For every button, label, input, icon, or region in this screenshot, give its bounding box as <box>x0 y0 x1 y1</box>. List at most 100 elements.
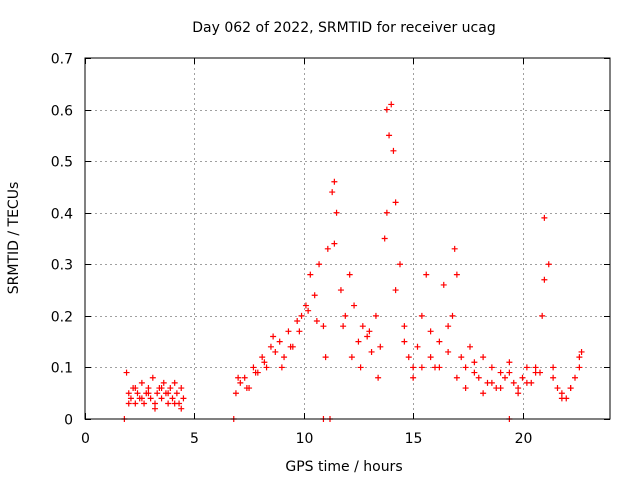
x-axis-label: GPS time / hours <box>285 459 402 475</box>
x-tick-label: 20 <box>515 431 533 447</box>
data-point <box>357 364 364 371</box>
data-point <box>558 395 565 402</box>
data-point <box>449 312 456 319</box>
x-tick-label: 0 <box>81 431 90 447</box>
data-point <box>351 302 358 309</box>
data-point <box>346 271 353 278</box>
data-point <box>576 364 583 371</box>
data-point <box>458 354 465 361</box>
data-point <box>171 400 178 407</box>
data-point <box>165 400 172 407</box>
data-point <box>427 354 434 361</box>
data-point <box>337 287 344 294</box>
data-point <box>322 354 329 361</box>
data-point <box>410 364 417 371</box>
data-point <box>241 374 248 381</box>
data-point <box>451 245 458 252</box>
data-point <box>541 276 548 283</box>
data-point <box>445 323 452 330</box>
data-point <box>160 379 167 386</box>
data-point <box>324 245 331 252</box>
data-point <box>237 379 244 386</box>
data-point <box>180 395 187 402</box>
data-point <box>392 199 399 206</box>
data-point <box>467 343 473 350</box>
y-tick-label: 0.1 <box>51 361 73 377</box>
data-point <box>235 374 242 381</box>
data-point <box>333 209 340 216</box>
data-point <box>440 281 447 288</box>
y-tick-label: 0.5 <box>51 155 73 171</box>
data-point <box>281 354 288 361</box>
data-point <box>436 338 443 345</box>
data-point <box>392 287 399 294</box>
data-point <box>462 385 469 392</box>
data-point <box>294 318 301 325</box>
data-point <box>414 343 421 350</box>
data-point <box>423 271 430 278</box>
data-point <box>154 390 161 397</box>
data-point <box>523 379 530 386</box>
grid-lines <box>85 58 610 419</box>
data-point <box>480 390 487 397</box>
y-tick-label: 0.7 <box>51 52 73 68</box>
data-point <box>232 390 239 397</box>
data-point <box>316 261 323 268</box>
data-point <box>405 354 412 361</box>
data-point <box>267 343 274 350</box>
data-point <box>550 374 557 381</box>
data-point <box>372 312 379 319</box>
data-point <box>145 385 152 392</box>
y-tick-label: 0.6 <box>51 104 73 120</box>
data-point <box>313 318 320 325</box>
data-point <box>572 374 578 381</box>
data-point <box>173 390 180 397</box>
data-point <box>506 369 513 376</box>
data-point <box>519 374 526 381</box>
data-point <box>366 328 373 335</box>
data-point <box>134 390 141 397</box>
data-point <box>329 189 336 196</box>
data-point <box>375 374 382 381</box>
y-tick-label: 0.2 <box>51 310 73 326</box>
data-point <box>243 385 250 392</box>
data-point <box>471 369 478 376</box>
data-point <box>539 312 546 319</box>
data-point <box>169 395 176 402</box>
data-point <box>453 374 460 381</box>
data-point <box>558 390 565 397</box>
data-point <box>506 359 513 366</box>
data-point <box>178 385 185 392</box>
data-point <box>383 106 390 113</box>
data-point <box>127 395 134 402</box>
data-point <box>331 178 338 185</box>
data-point <box>342 312 349 319</box>
data-point <box>550 364 557 371</box>
data-point <box>410 374 417 381</box>
axis-ticks: 0 5 10 15 20 0 0.1 0.2 0.3 0.4 0.5 0.6 0.7 <box>51 52 610 447</box>
data-point <box>165 390 172 397</box>
data-point <box>523 364 530 371</box>
data-point <box>278 364 285 371</box>
data-point <box>359 323 366 330</box>
data-point <box>381 235 388 242</box>
data-point <box>263 364 270 371</box>
y-axis-label: SRMTID / TECUs <box>6 182 22 295</box>
data-point <box>471 359 478 366</box>
data-point <box>368 348 375 355</box>
data-point <box>178 405 185 412</box>
data-point <box>152 400 158 407</box>
data-point <box>390 147 397 154</box>
data-point <box>348 354 355 361</box>
data-point <box>171 379 178 386</box>
data-point <box>515 390 522 397</box>
data-point <box>149 374 156 381</box>
data-point <box>261 359 268 366</box>
data-point <box>532 364 539 371</box>
data-point <box>401 338 408 345</box>
data-point <box>141 400 148 407</box>
data-point <box>401 323 408 330</box>
data-point <box>296 328 303 335</box>
data-point <box>418 364 425 371</box>
